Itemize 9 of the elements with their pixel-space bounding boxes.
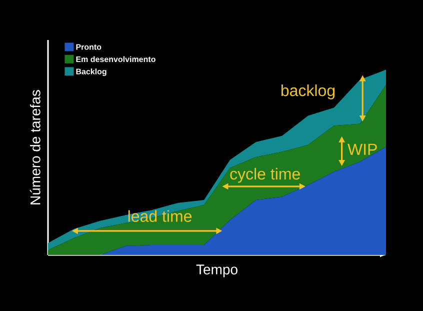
annotation: backlog	[281, 84, 335, 100]
annotation: cycle time	[230, 168, 300, 183]
y-axis-title: Número de tarefas	[30, 90, 40, 204]
annotation: WIP	[348, 144, 377, 155]
x-axis-title: Tempo	[196, 264, 238, 278]
legend-label: Backlog	[76, 68, 106, 76]
annotation: lead time	[128, 210, 192, 222]
legend-label: Pronto	[76, 44, 102, 50]
legend-label: Em desenvolvimento	[76, 56, 156, 62]
